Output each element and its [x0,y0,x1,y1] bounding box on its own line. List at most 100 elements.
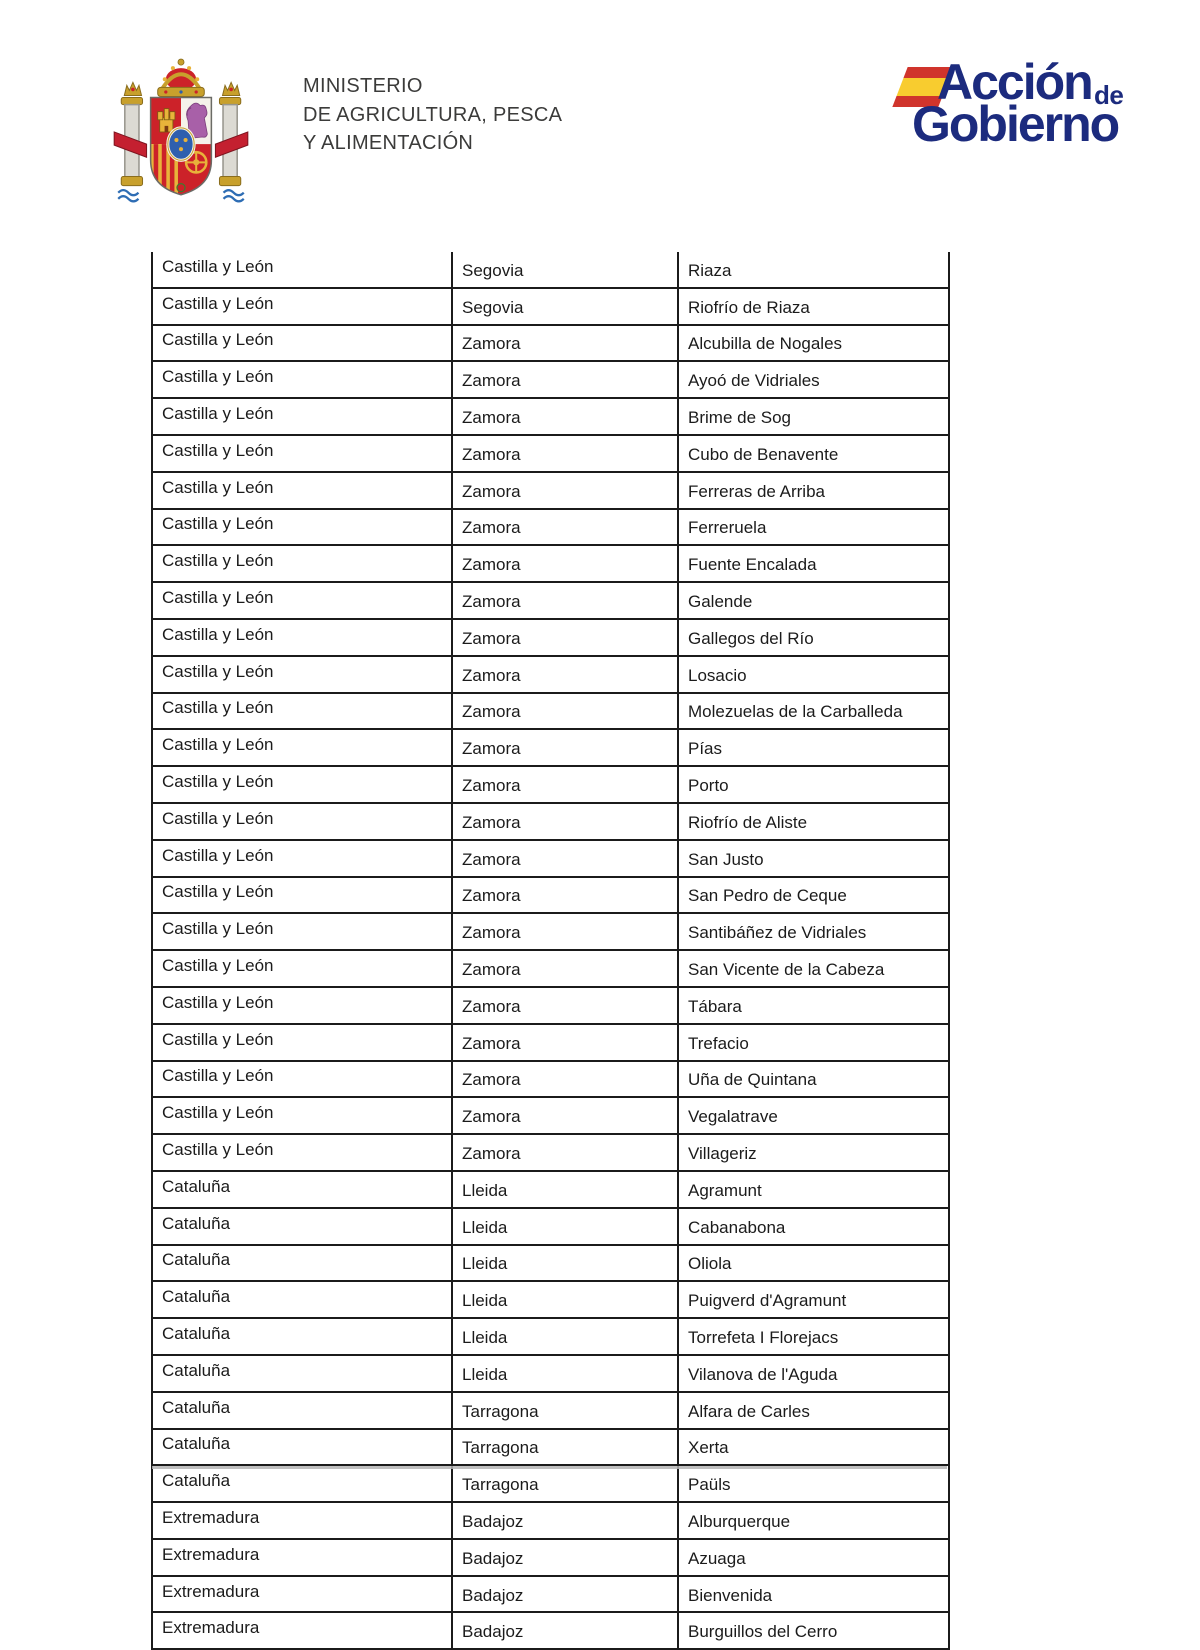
province-cell: Badajoz [451,1611,679,1650]
municipality-table-body: Castilla y León Segovia Riaza Castilla y Le… [151,252,950,1650]
table-row: Castilla y León Zamora Riofrío de Aliste [151,801,950,841]
table-row: Castilla y León Zamora Molezuelas de la Ca… [151,691,950,731]
province-cell: Zamora [451,985,679,1025]
region-cell: Castilla y León [151,397,453,436]
municipality-cell: Villageriz [677,1133,950,1172]
region-cell: Cataluña [151,1353,453,1393]
province-cell: Lleida [451,1317,679,1356]
table-row: Castilla y León Zamora Villageriz [151,1133,950,1172]
region-cell: Castilla y León [151,1022,453,1062]
municipality-cell: Oliola [677,1243,950,1283]
region-cell: Castilla y León [151,801,453,841]
region-cell: Castilla y León [151,252,453,289]
region-cell: Castilla y León [151,949,453,988]
province-cell: Badajoz [451,1537,679,1577]
municipality-cell: Alburquerque [677,1501,950,1540]
table-row: Castilla y León Zamora San Vicente de la C… [151,949,950,988]
region-cell: Castilla y León [151,323,453,363]
province-cell: Zamora [451,581,679,620]
table-row: Castilla y León Zamora Brime de Sog [151,397,950,436]
province-cell: Zamora [451,1133,679,1172]
province-cell: Tarragona [451,1464,679,1504]
municipality-cell: Alfara de Carles [677,1390,950,1430]
region-cell: Cataluña [151,1280,453,1320]
province-cell: Lleida [451,1206,679,1246]
province-cell: Zamora [451,617,679,657]
logo-word-accion: Acción [937,54,1094,110]
ministry-line-1: MINISTERIO [303,75,423,97]
municipality-cell: Losacio [677,654,950,694]
province-cell: Zamora [451,728,679,768]
table-row: Cataluña Tarragona Xerta [151,1427,950,1467]
province-cell: Zamora [451,654,679,694]
province-cell: Zamora [451,838,679,878]
municipality-cell: San Vicente de la Cabeza [677,949,950,988]
region-cell: Extremadura [151,1537,453,1577]
table-row: Castilla y León Zamora Gallegos del Río [151,617,950,657]
municipality-cell: Vegalatrave [677,1096,950,1136]
province-cell: Zamora [451,801,679,841]
region-cell: Castilla y León [151,875,453,915]
province-cell: Zamora [451,470,679,510]
municipality-cell: Brime de Sog [677,397,950,436]
municipality-cell: Puigverd d'Agramunt [677,1280,950,1320]
municipality-cell: Alcubilla de Nogales [677,323,950,363]
province-cell: Segovia [451,286,679,326]
province-cell: Zamora [451,360,679,400]
municipality-cell: Santibáñez de Vidriales [677,912,950,952]
municipality-cell: Ferreruela [677,507,950,547]
table-row: Cataluña Lleida Oliola [151,1243,950,1283]
municipality-cell: Torrefeta I Florejacs [677,1317,950,1356]
table-row: Extremadura Badajoz Azuaga [151,1537,950,1577]
region-cell: Castilla y León [151,691,453,731]
table-row: Castilla y León Zamora Uña de Quintana [151,1059,950,1099]
province-cell: Zamora [451,397,679,436]
table-row: Castilla y León Zamora Alcubilla de Nogale… [151,323,950,363]
region-cell: Cataluña [151,1427,453,1467]
municipality-cell: Gallegos del Río [677,617,950,657]
logo-word-de: de [1094,80,1124,110]
province-cell: Zamora [451,1059,679,1099]
table-row: Cataluña Lleida Cabanabona [151,1206,950,1246]
municipality-cell: Xerta [677,1427,950,1467]
table-row: Castilla y León Zamora Ferreras de Arriba [151,470,950,510]
municipality-cell: Burguillos del Cerro [677,1611,950,1650]
municipality-cell: Vilanova de l'Aguda [677,1353,950,1393]
region-cell: Cataluña [151,1390,453,1430]
municipality-cell: Riofrío de Riaza [677,286,950,326]
region-cell: Castilla y León [151,507,453,547]
municipality-cell: Azuaga [677,1537,950,1577]
province-cell: Tarragona [451,1390,679,1430]
province-cell: Zamora [451,1096,679,1136]
municipality-cell: Ferreras de Arriba [677,470,950,510]
province-cell: Lleida [451,1280,679,1320]
region-cell: Castilla y León [151,470,453,510]
region-cell: Cataluña [151,1169,453,1209]
region-cell: Castilla y León [151,912,453,952]
province-cell: Zamora [451,691,679,731]
province-cell: Zamora [451,433,679,473]
table-row: Castilla y León Zamora Tábara [151,985,950,1025]
municipality-cell: Uña de Quintana [677,1059,950,1099]
region-cell: Castilla y León [151,838,453,878]
municipality-cell: Cubo de Benavente [677,433,950,473]
ministry-title: MINISTERIO DE AGRICULTURA, PESCA Y ALIMENT… [303,72,562,158]
province-cell: Badajoz [451,1574,679,1614]
region-cell: Extremadura [151,1501,453,1540]
table-row: Cataluña Tarragona Paüls [151,1464,950,1504]
municipality-cell: Bienvenida [677,1574,950,1614]
municipality-cell: Tábara [677,985,950,1025]
region-cell: Castilla y León [151,1133,453,1172]
table-row: Castilla y León Segovia Riaza [151,252,950,289]
municipality-cell: Pías [677,728,950,768]
region-cell: Castilla y León [151,286,453,326]
ministry-line-3: Y ALIMENTACIÓN [303,132,474,154]
municipality-cell: Trefacio [677,1022,950,1062]
table-row: Castilla y León Zamora San Pedro de Ceque [151,875,950,915]
region-cell: Castilla y León [151,360,453,400]
table-row: Castilla y León Segovia Riofrío de Riaza [151,286,950,326]
table-row: Cataluña Lleida Puigverd d'Agramunt [151,1280,950,1320]
table-row: Extremadura Badajoz Burguillos del Cerro [151,1611,950,1650]
province-cell: Zamora [451,323,679,363]
municipality-cell: Agramunt [677,1169,950,1209]
